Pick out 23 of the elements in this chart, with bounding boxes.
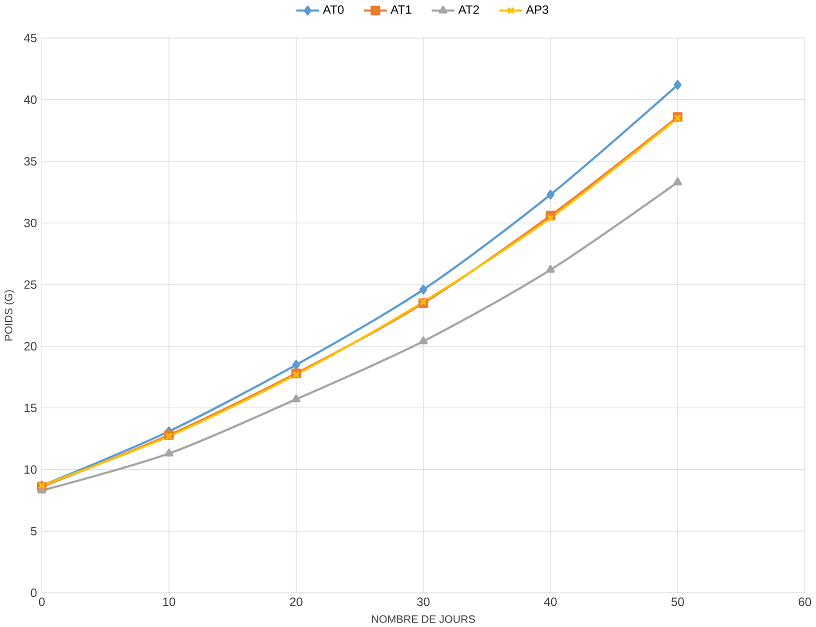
x-tick-label: 0 — [38, 597, 45, 606]
y-tick-label: 45 — [24, 34, 37, 42]
legend-label: AT0 — [322, 5, 344, 14]
x-tick-label: 50 — [671, 597, 684, 606]
y-tick-label: 15 — [24, 404, 37, 412]
y-tick-label: 20 — [24, 342, 37, 350]
legend-label: AT2 — [458, 5, 479, 14]
x-axis-title: NOMBRE DE JOURS — [372, 615, 475, 623]
y-tick-label: 5 — [30, 526, 37, 536]
x-tick-label: 10 — [163, 597, 176, 606]
x-tick-label: 40 — [544, 597, 557, 606]
y-tick-label: 40 — [24, 95, 37, 104]
y-tick-label: 0 — [30, 588, 37, 597]
y-tick-label: 10 — [24, 465, 37, 474]
x-tick-label: 30 — [417, 597, 430, 606]
legend-label: AT1 — [390, 5, 412, 14]
x-tick-label: 60 — [798, 597, 812, 606]
y-tick-label: 30 — [24, 218, 37, 228]
y-tick-label: 25 — [24, 280, 37, 289]
x-tick-label: 20 — [290, 597, 302, 606]
legend-label: AP3 — [526, 5, 548, 14]
y-tick-label: 35 — [24, 156, 37, 166]
y-axis-title: POIDS (G) — [4, 290, 14, 340]
